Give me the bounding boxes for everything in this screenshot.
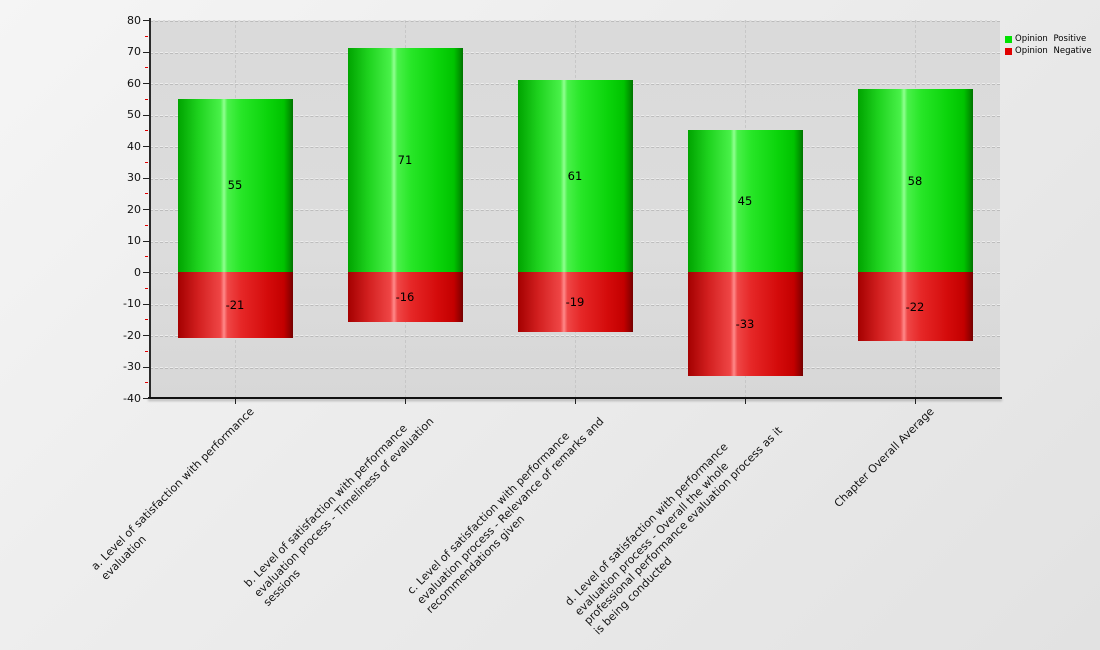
x-axis-tick xyxy=(235,399,236,404)
y-axis-minor-tick xyxy=(145,256,148,258)
y-axis-line xyxy=(149,18,151,398)
y-axis-minor-tick xyxy=(145,224,148,226)
y-axis-minor-tick xyxy=(145,287,148,289)
bar-positive: 71 xyxy=(347,48,463,272)
bar-negative: -16 xyxy=(347,272,463,323)
x-axis-tick xyxy=(575,399,576,404)
bar-positive: 45 xyxy=(687,130,803,272)
horizontal-gridline xyxy=(150,20,1000,21)
y-axis-tick-label: 50 xyxy=(127,108,141,121)
y-axis-major-tick xyxy=(143,335,150,336)
y-axis-minor-tick xyxy=(145,319,148,321)
y-axis-tick-label: 40 xyxy=(127,139,141,153)
y-axis-tick-label: 30 xyxy=(127,171,141,184)
y-axis-major-tick xyxy=(143,83,150,84)
y-axis-tick-label: 10 xyxy=(127,234,141,247)
bar-negative: -33 xyxy=(687,272,803,376)
y-axis-major-tick xyxy=(143,209,150,210)
y-axis-tick-label: -40 xyxy=(123,391,141,405)
bar-positive-value-label: 61 xyxy=(567,168,583,183)
x-axis-tick xyxy=(915,399,916,404)
bar-positive: 55 xyxy=(177,98,293,272)
y-axis-tick-label: 80 xyxy=(127,13,141,27)
y-axis-minor-tick xyxy=(145,382,148,384)
y-axis-minor-tick xyxy=(145,67,148,69)
horizontal-gridline xyxy=(150,366,1000,368)
y-axis-minor-tick xyxy=(145,350,148,352)
y-axis-minor-tick xyxy=(145,98,148,100)
bar-negative: -21 xyxy=(177,272,293,339)
y-axis-tick-label: -30 xyxy=(123,360,141,373)
bar-positive-value-label: 58 xyxy=(907,173,923,188)
legend-item: Opinion Negative xyxy=(1005,46,1092,57)
y-axis-major-tick xyxy=(143,272,150,273)
y-axis-tick-label: 70 xyxy=(127,45,141,58)
y-axis-major-tick xyxy=(143,398,150,399)
legend: Opinion Positive Opinion Negative xyxy=(1005,34,1092,58)
bar-positive-value-label: 71 xyxy=(397,153,413,168)
x-axis-tick xyxy=(405,399,406,404)
bar-positive-value-label: 45 xyxy=(737,194,753,209)
y-axis-minor-tick xyxy=(145,35,148,37)
y-axis-tick-label: -20 xyxy=(123,328,141,342)
bar-negative-value-label: -33 xyxy=(735,316,755,331)
y-axis-minor-tick xyxy=(145,161,148,163)
legend-color-swatch xyxy=(1005,36,1012,43)
y-axis-tick-label: -10 xyxy=(123,297,141,310)
legend-item-label: Opinion Positive xyxy=(1015,34,1087,44)
bar-positive: 58 xyxy=(857,89,973,272)
legend-item-label: Opinion Negative xyxy=(1015,46,1092,56)
y-axis-minor-tick xyxy=(145,193,148,195)
bar-negative-value-label: -21 xyxy=(225,298,245,313)
bar-negative-value-label: -16 xyxy=(395,290,415,305)
y-axis-major-tick xyxy=(143,177,150,179)
legend-color-swatch xyxy=(1005,48,1012,55)
bar-negative: -22 xyxy=(857,272,973,342)
y-axis-major-tick xyxy=(143,240,150,242)
y-axis-minor-tick xyxy=(145,130,148,132)
bar-positive: 61 xyxy=(517,79,633,272)
x-axis-category-label: Chapter Overall Average xyxy=(831,405,937,510)
bar-negative: -19 xyxy=(517,272,633,332)
y-axis-tick-label: 20 xyxy=(127,202,141,216)
y-axis-major-tick xyxy=(143,114,150,116)
x-axis-line xyxy=(148,397,1002,399)
y-axis-major-tick xyxy=(143,20,150,21)
bar-negative-value-label: -22 xyxy=(905,299,925,314)
y-axis-major-tick xyxy=(143,303,150,305)
legend-item: Opinion Positive xyxy=(1005,34,1092,45)
y-axis-major-tick xyxy=(143,51,150,53)
x-axis-category-label: a. Level of satisfaction with performanc… xyxy=(88,405,257,583)
y-axis-major-tick xyxy=(143,146,150,147)
bar-negative-value-label: -19 xyxy=(565,294,585,309)
bar-positive-value-label: 55 xyxy=(227,178,243,193)
y-axis-tick-label: 60 xyxy=(127,76,141,90)
y-axis-major-tick xyxy=(143,366,150,368)
y-axis-tick-label: 0 xyxy=(134,265,141,279)
x-axis-tick xyxy=(745,399,746,404)
horizontal-gridline xyxy=(150,51,1000,53)
